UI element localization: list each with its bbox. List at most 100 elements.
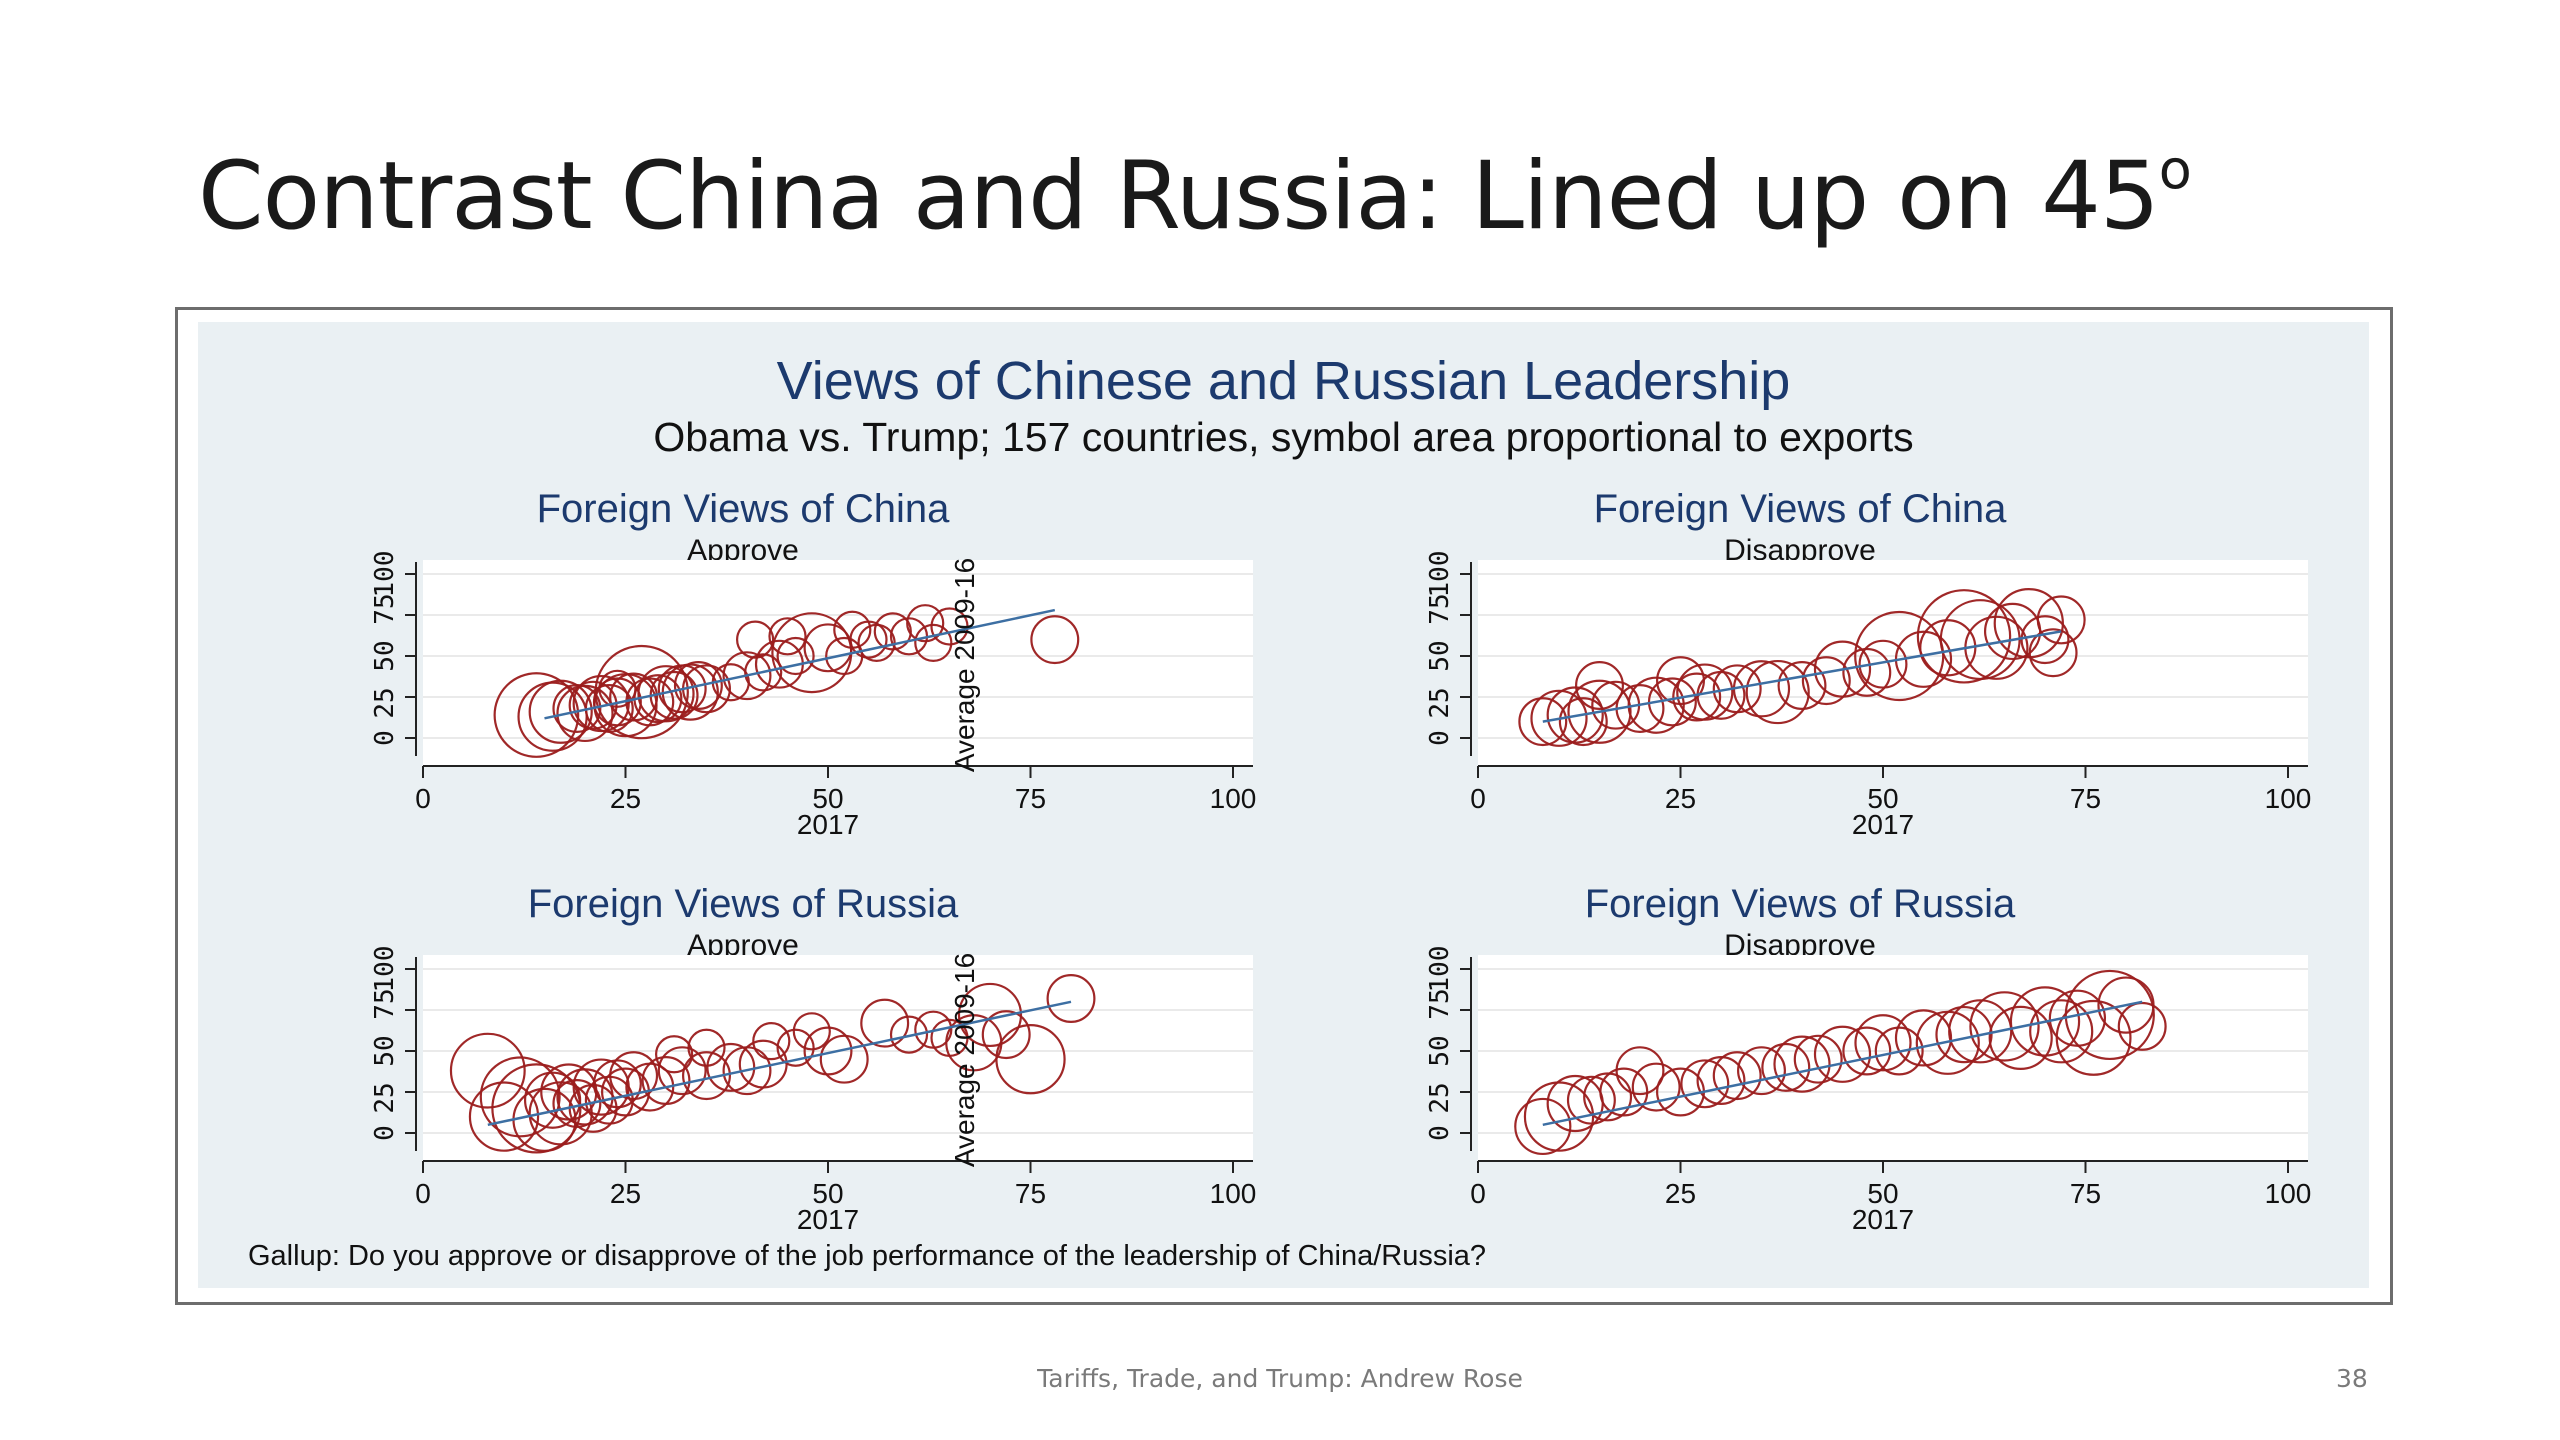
figure-frame: Views of Chinese and Russian Leadership … bbox=[175, 307, 2393, 1305]
scatter-point bbox=[657, 1046, 707, 1096]
plot-area bbox=[423, 955, 1253, 1160]
scatter-point bbox=[1773, 1035, 1831, 1093]
scatter-point bbox=[568, 680, 618, 730]
figure-note: Gallup: Do you approve or disapprove of … bbox=[248, 1240, 1487, 1272]
scatter-point bbox=[2009, 986, 2081, 1057]
scatter-point bbox=[1583, 1072, 1633, 1122]
scatter-point bbox=[995, 1024, 1066, 1095]
scatter-point bbox=[1712, 664, 1762, 714]
degree-superscript: o bbox=[2158, 137, 2192, 201]
x-tick-label: 75 bbox=[1015, 1178, 1046, 1209]
scatter-point bbox=[1615, 1046, 1665, 1096]
plot-area bbox=[1478, 560, 2308, 765]
slide-number: 38 bbox=[2336, 1364, 2368, 1393]
scatter-point bbox=[2036, 595, 2086, 645]
scatter-point bbox=[1672, 672, 1722, 722]
plot-area bbox=[423, 560, 1253, 765]
x-tick-label: 50 bbox=[1867, 783, 1898, 814]
scatter-point bbox=[1813, 640, 1872, 698]
y-tick-label: 25 50 75 bbox=[370, 988, 400, 1113]
scatter-point bbox=[687, 1028, 726, 1067]
scatter-point bbox=[1858, 639, 1908, 689]
fit-line bbox=[1542, 1000, 2143, 1127]
scatter-point bbox=[889, 1015, 929, 1054]
scatter-point bbox=[1518, 697, 1568, 747]
scatter-point bbox=[1676, 663, 1734, 721]
scatter-point bbox=[493, 672, 580, 758]
y-tick-label: 25 50 75 bbox=[370, 593, 400, 718]
x-tick-label: 25 bbox=[1665, 783, 1696, 814]
scatter-point bbox=[655, 1035, 694, 1074]
figure-panel: Views of Chinese and Russian Leadership … bbox=[198, 322, 2369, 1288]
y-axis-title: Average 2009-16 bbox=[949, 558, 980, 772]
y-tick-label: 100 bbox=[370, 946, 400, 993]
scatter-point bbox=[1874, 1026, 1924, 1076]
panel-title-china-disapprove: Foreign Views of China bbox=[1593, 487, 2007, 531]
scatter-point bbox=[833, 610, 872, 649]
x-tick-label: 100 bbox=[2265, 783, 2312, 814]
slide-title: Contrast China and Russia: Lined up on 4… bbox=[198, 138, 2192, 251]
scatter-point bbox=[1046, 974, 1096, 1024]
scatter-point bbox=[1842, 1026, 1892, 1076]
x-tick-label: 50 bbox=[812, 783, 843, 814]
x-axis-title: 2017 bbox=[797, 809, 859, 840]
scatter-point bbox=[792, 1012, 831, 1051]
x-tick-label: 50 bbox=[1867, 1178, 1898, 1209]
scatter-point bbox=[1948, 999, 2013, 1064]
y-tick-label: 0 bbox=[1425, 1125, 1455, 1141]
y-tick-label: 100 bbox=[1425, 551, 1455, 598]
scatter-point bbox=[2028, 628, 2078, 678]
scatter-point bbox=[552, 1078, 602, 1128]
y-tick-label: 100 bbox=[370, 551, 400, 598]
scatter-point bbox=[523, 1071, 582, 1129]
scatter-point bbox=[819, 1034, 869, 1084]
y-tick-label: 25 50 75 bbox=[1425, 593, 1455, 718]
x-tick-label: 25 bbox=[610, 783, 641, 814]
x-tick-label: 100 bbox=[1210, 783, 1257, 814]
scatter-point bbox=[2020, 615, 2070, 665]
scatter-point bbox=[1761, 1042, 1811, 1092]
slide-title-text: Contrast China and Russia: Lined up on 4… bbox=[198, 142, 2160, 251]
scatter-point bbox=[1894, 1009, 1953, 1067]
panel-title-russia-disapprove: Foreign Views of Russia bbox=[1584, 882, 2016, 926]
slide-footer: Tariffs, Trade, and Trump: Andrew Rose bbox=[1037, 1364, 1523, 1393]
scatter-point bbox=[768, 617, 807, 656]
y-tick-label: 25 50 75 bbox=[1425, 988, 1455, 1113]
scatter-point bbox=[682, 1051, 731, 1101]
scatter-point bbox=[673, 661, 723, 711]
scatter-point bbox=[1793, 1034, 1843, 1084]
plot-area bbox=[1478, 955, 2308, 1160]
x-axis-title: 2017 bbox=[1852, 809, 1914, 840]
x-axis-title: 2017 bbox=[797, 1204, 859, 1235]
x-axis-title: 2017 bbox=[1852, 1204, 1914, 1235]
scatter-point bbox=[803, 1026, 853, 1076]
scatter-point bbox=[556, 684, 614, 743]
scatter-point bbox=[906, 604, 945, 643]
scatter-point bbox=[1575, 661, 1624, 711]
figure-title: Views of Chinese and Russian Leadership bbox=[776, 351, 1791, 411]
scatter-point bbox=[552, 683, 602, 733]
scatter-point bbox=[1514, 1097, 1572, 1156]
scatter-point bbox=[957, 982, 1023, 1048]
scatter-point bbox=[1558, 697, 1608, 747]
y-tick-label: 0 bbox=[1425, 730, 1455, 746]
y-tick-label: 0 bbox=[370, 1125, 400, 1141]
y-tick-label: 100 bbox=[1425, 946, 1455, 993]
scatter-point bbox=[1988, 1005, 2053, 1070]
x-tick-label: 75 bbox=[1015, 783, 1046, 814]
x-tick-label: 50 bbox=[812, 1178, 843, 1209]
scatter-point bbox=[609, 1051, 659, 1101]
scatter-point bbox=[1737, 1046, 1786, 1096]
scatter-point bbox=[776, 1028, 815, 1067]
scatter-point bbox=[1712, 1051, 1762, 1101]
scatter-point bbox=[1813, 1025, 1872, 1083]
scatter-point bbox=[528, 679, 593, 744]
scatter-point bbox=[752, 1022, 791, 1061]
scatter-point bbox=[468, 1081, 540, 1152]
scatter-point bbox=[1030, 615, 1080, 665]
x-tick-label: 0 bbox=[415, 783, 431, 814]
scatter-point bbox=[860, 998, 910, 1048]
scatter-point bbox=[744, 653, 783, 692]
